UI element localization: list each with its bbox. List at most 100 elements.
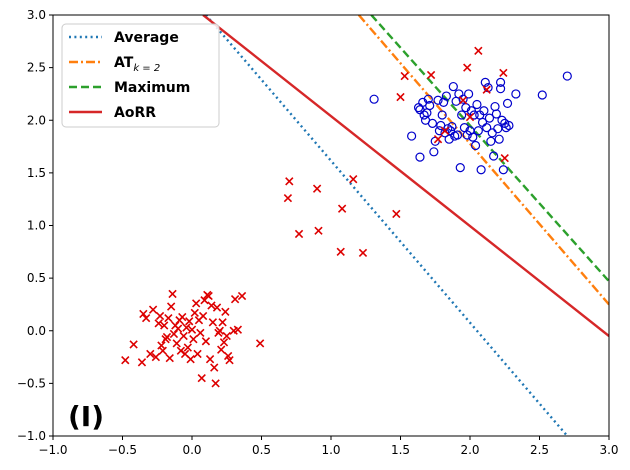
circle-point [480,77,490,87]
circle-point [562,71,572,81]
x-point [205,355,215,364]
y-tick-label: 1.5 [27,166,46,180]
x-point [196,328,205,338]
x-point [215,326,224,335]
x-point [426,70,436,80]
legend-label-text: Average [114,30,179,46]
line-at [357,15,609,306]
x-point [179,331,188,341]
x-point [168,289,177,299]
legend-label: Maximum [114,80,190,96]
x-point [219,338,229,347]
axes: −1.0 −0.5 0.0 0.5 1.0 1.5 2.0 2.5 3.0 −1.0 −0.5 0.0… [17,8,619,457]
circle-point [494,134,504,144]
x-point [148,305,158,314]
x-point [193,349,202,359]
x-point [400,71,409,81]
circle-point [504,120,514,131]
circle-point [479,106,489,116]
circle-point [502,98,513,109]
x-point [314,226,323,235]
circle-point [470,140,481,151]
y-tick-label: 2.0 [27,113,46,127]
circle-point [427,118,438,129]
x-point [392,209,401,219]
x-point [129,340,138,349]
x-point [173,324,183,333]
x-point [204,291,213,301]
x-point [182,323,191,332]
x-point [139,309,148,319]
circle-point [468,132,478,142]
circle-point [441,91,451,101]
x-point [233,325,243,334]
x-point [172,339,181,348]
x-point [154,319,163,328]
x-tick-label: −0.5 [108,443,137,457]
x-tick-label: 2.5 [530,443,549,457]
x-tick-label: 0.0 [182,443,201,457]
legend-label-text: AoRR [114,105,156,121]
y-tick-label: 1.0 [27,219,46,233]
x-point [482,85,491,94]
x-point [166,302,176,311]
x-point [210,363,219,372]
circle-point [458,94,468,104]
x-point [201,337,211,346]
circle-point [369,94,379,104]
y-tick-label: −0.5 [17,376,46,390]
x-point [500,153,509,163]
x-point [162,332,172,342]
negative-class-points [121,46,509,388]
x-tick-label: 2.0 [460,443,479,457]
legend-label-text: AT [114,55,134,71]
y-tick-label: 2.5 [27,61,46,75]
circle-point [448,81,458,92]
circle-point [484,113,495,123]
x-point [312,184,322,193]
circle-point [429,147,439,157]
x-point [230,295,240,304]
x-point [187,325,197,334]
x-point [499,68,508,78]
x-point [237,291,247,301]
x-point [192,299,201,308]
x-point [433,135,443,144]
x-point [165,353,174,363]
circle-point [444,134,454,144]
circle-point [495,77,506,87]
x-point [396,92,405,102]
x-point [458,96,468,105]
legend-label-subscript: k = 2 [133,63,160,74]
circle-point [433,95,443,105]
line-aorr [202,15,609,337]
x-point [185,317,194,326]
y-tick-label: −1.0 [17,429,46,443]
circle-point [425,100,435,111]
circle-point [415,152,425,162]
x-point [121,356,130,365]
x-point [197,373,206,383]
circle-point [457,110,467,120]
circle-point [473,126,483,136]
legend-label-text: Maximum [114,80,190,96]
x-point [221,307,230,316]
x-point [186,355,195,364]
circle-point [511,89,521,99]
y-tick-label: 0.5 [27,271,46,285]
circle-point [447,121,457,132]
x-point [294,229,304,239]
x-point [190,308,199,318]
x-tick-label: 3.0 [599,443,618,457]
circle-point [489,151,499,161]
panel-label: (I) [68,400,104,433]
x-point [463,63,472,72]
x-tick-label: 1.5 [391,443,410,457]
y-tick-label: 3.0 [27,8,46,22]
x-point [212,303,222,312]
legend-box [61,23,220,128]
circle-point [497,115,507,125]
circle-point [407,131,417,141]
x-point [146,349,155,359]
circle-point [469,110,479,120]
